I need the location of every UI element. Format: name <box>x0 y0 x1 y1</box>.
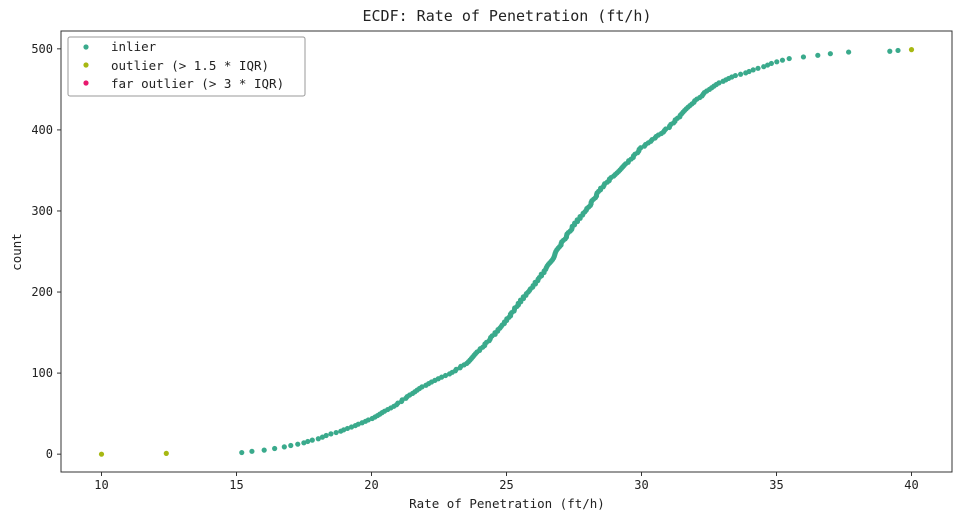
data-point-inlier <box>786 55 792 62</box>
data-point-inlier <box>272 445 278 452</box>
legend-marker-far-outlier <box>83 80 89 86</box>
y-axis-ticks: 0 100 200 300 400 500 <box>31 42 61 461</box>
y-tick-label: 300 <box>31 204 53 218</box>
data-point-inlier <box>333 429 339 436</box>
data-point-inlier <box>895 47 901 54</box>
data-point-inlier <box>761 64 767 70</box>
data-point-inlier <box>288 442 294 449</box>
x-tick-label: 15 <box>229 478 243 492</box>
x-tick-label: 10 <box>94 478 108 492</box>
legend-marker-outlier <box>83 62 89 68</box>
data-point-inlier <box>746 68 752 75</box>
y-tick-label: 500 <box>31 42 53 56</box>
data-point-inlier <box>815 52 821 58</box>
legend-marker-inlier <box>83 44 89 50</box>
data-point-inlier <box>800 54 807 60</box>
data-point-inlier <box>281 444 287 450</box>
data-point-inlier <box>328 431 334 437</box>
data-point-outlier <box>908 47 915 53</box>
x-axis-title: Rate of Penetration (ft/h) <box>409 496 605 511</box>
x-tick-label: 35 <box>769 478 783 492</box>
data-point-inlier <box>750 67 756 73</box>
y-axis-title: count <box>9 233 24 271</box>
data-point-inlier <box>419 384 425 390</box>
data-point-inlier <box>442 372 449 379</box>
x-axis-ticks: 10 15 20 25 30 35 40 <box>94 472 919 492</box>
data-point-inlier <box>239 449 245 456</box>
data-point-inlier <box>774 59 780 65</box>
legend-label-far-outlier: far outlier (> 3 * IQR) <box>111 76 284 91</box>
x-tick-label: 30 <box>634 478 648 492</box>
data-point-inlier <box>249 448 255 454</box>
legend: inlier outlier (> 1.5 * IQR) far outlier… <box>67 36 306 97</box>
data-point-inlier <box>768 60 775 67</box>
data-point-inlier <box>301 440 307 446</box>
plot-frame <box>60 30 953 473</box>
data-point-inlier <box>755 65 761 71</box>
y-tick-label: 100 <box>31 366 53 380</box>
data-point-inlier <box>827 51 833 57</box>
data-point-inlier <box>779 57 786 63</box>
data-points <box>98 47 915 457</box>
data-point-inlier <box>887 48 893 54</box>
x-tick-label: 25 <box>499 478 513 492</box>
data-point-inlier <box>344 425 351 432</box>
x-tick-label: 20 <box>364 478 378 492</box>
data-point-inlier <box>738 71 744 77</box>
legend-label-outlier: outlier (> 1.5 * IQR) <box>111 58 269 73</box>
data-point-inlier <box>261 447 267 453</box>
x-tick-label: 40 <box>904 478 918 492</box>
data-point-inlier <box>309 437 315 443</box>
data-point-inlier <box>732 72 738 79</box>
y-tick-label: 200 <box>31 285 53 299</box>
data-point-inlier <box>323 432 329 439</box>
data-point-outlier <box>98 451 105 457</box>
legend-label-inlier: inlier <box>111 39 157 54</box>
legend-box <box>67 36 306 97</box>
data-point-inlier <box>295 441 301 447</box>
data-point-outlier <box>163 450 169 456</box>
y-tick-label: 0 <box>46 447 53 461</box>
chart-title: ECDF: Rate of Penetration (ft/h) <box>363 7 652 25</box>
data-point-inlier <box>716 80 722 86</box>
y-tick-label: 400 <box>31 123 53 137</box>
data-point-inlier <box>846 49 852 55</box>
data-point-inlier <box>365 417 371 423</box>
data-point-inlier <box>305 438 311 445</box>
data-point-inlier <box>315 436 321 442</box>
